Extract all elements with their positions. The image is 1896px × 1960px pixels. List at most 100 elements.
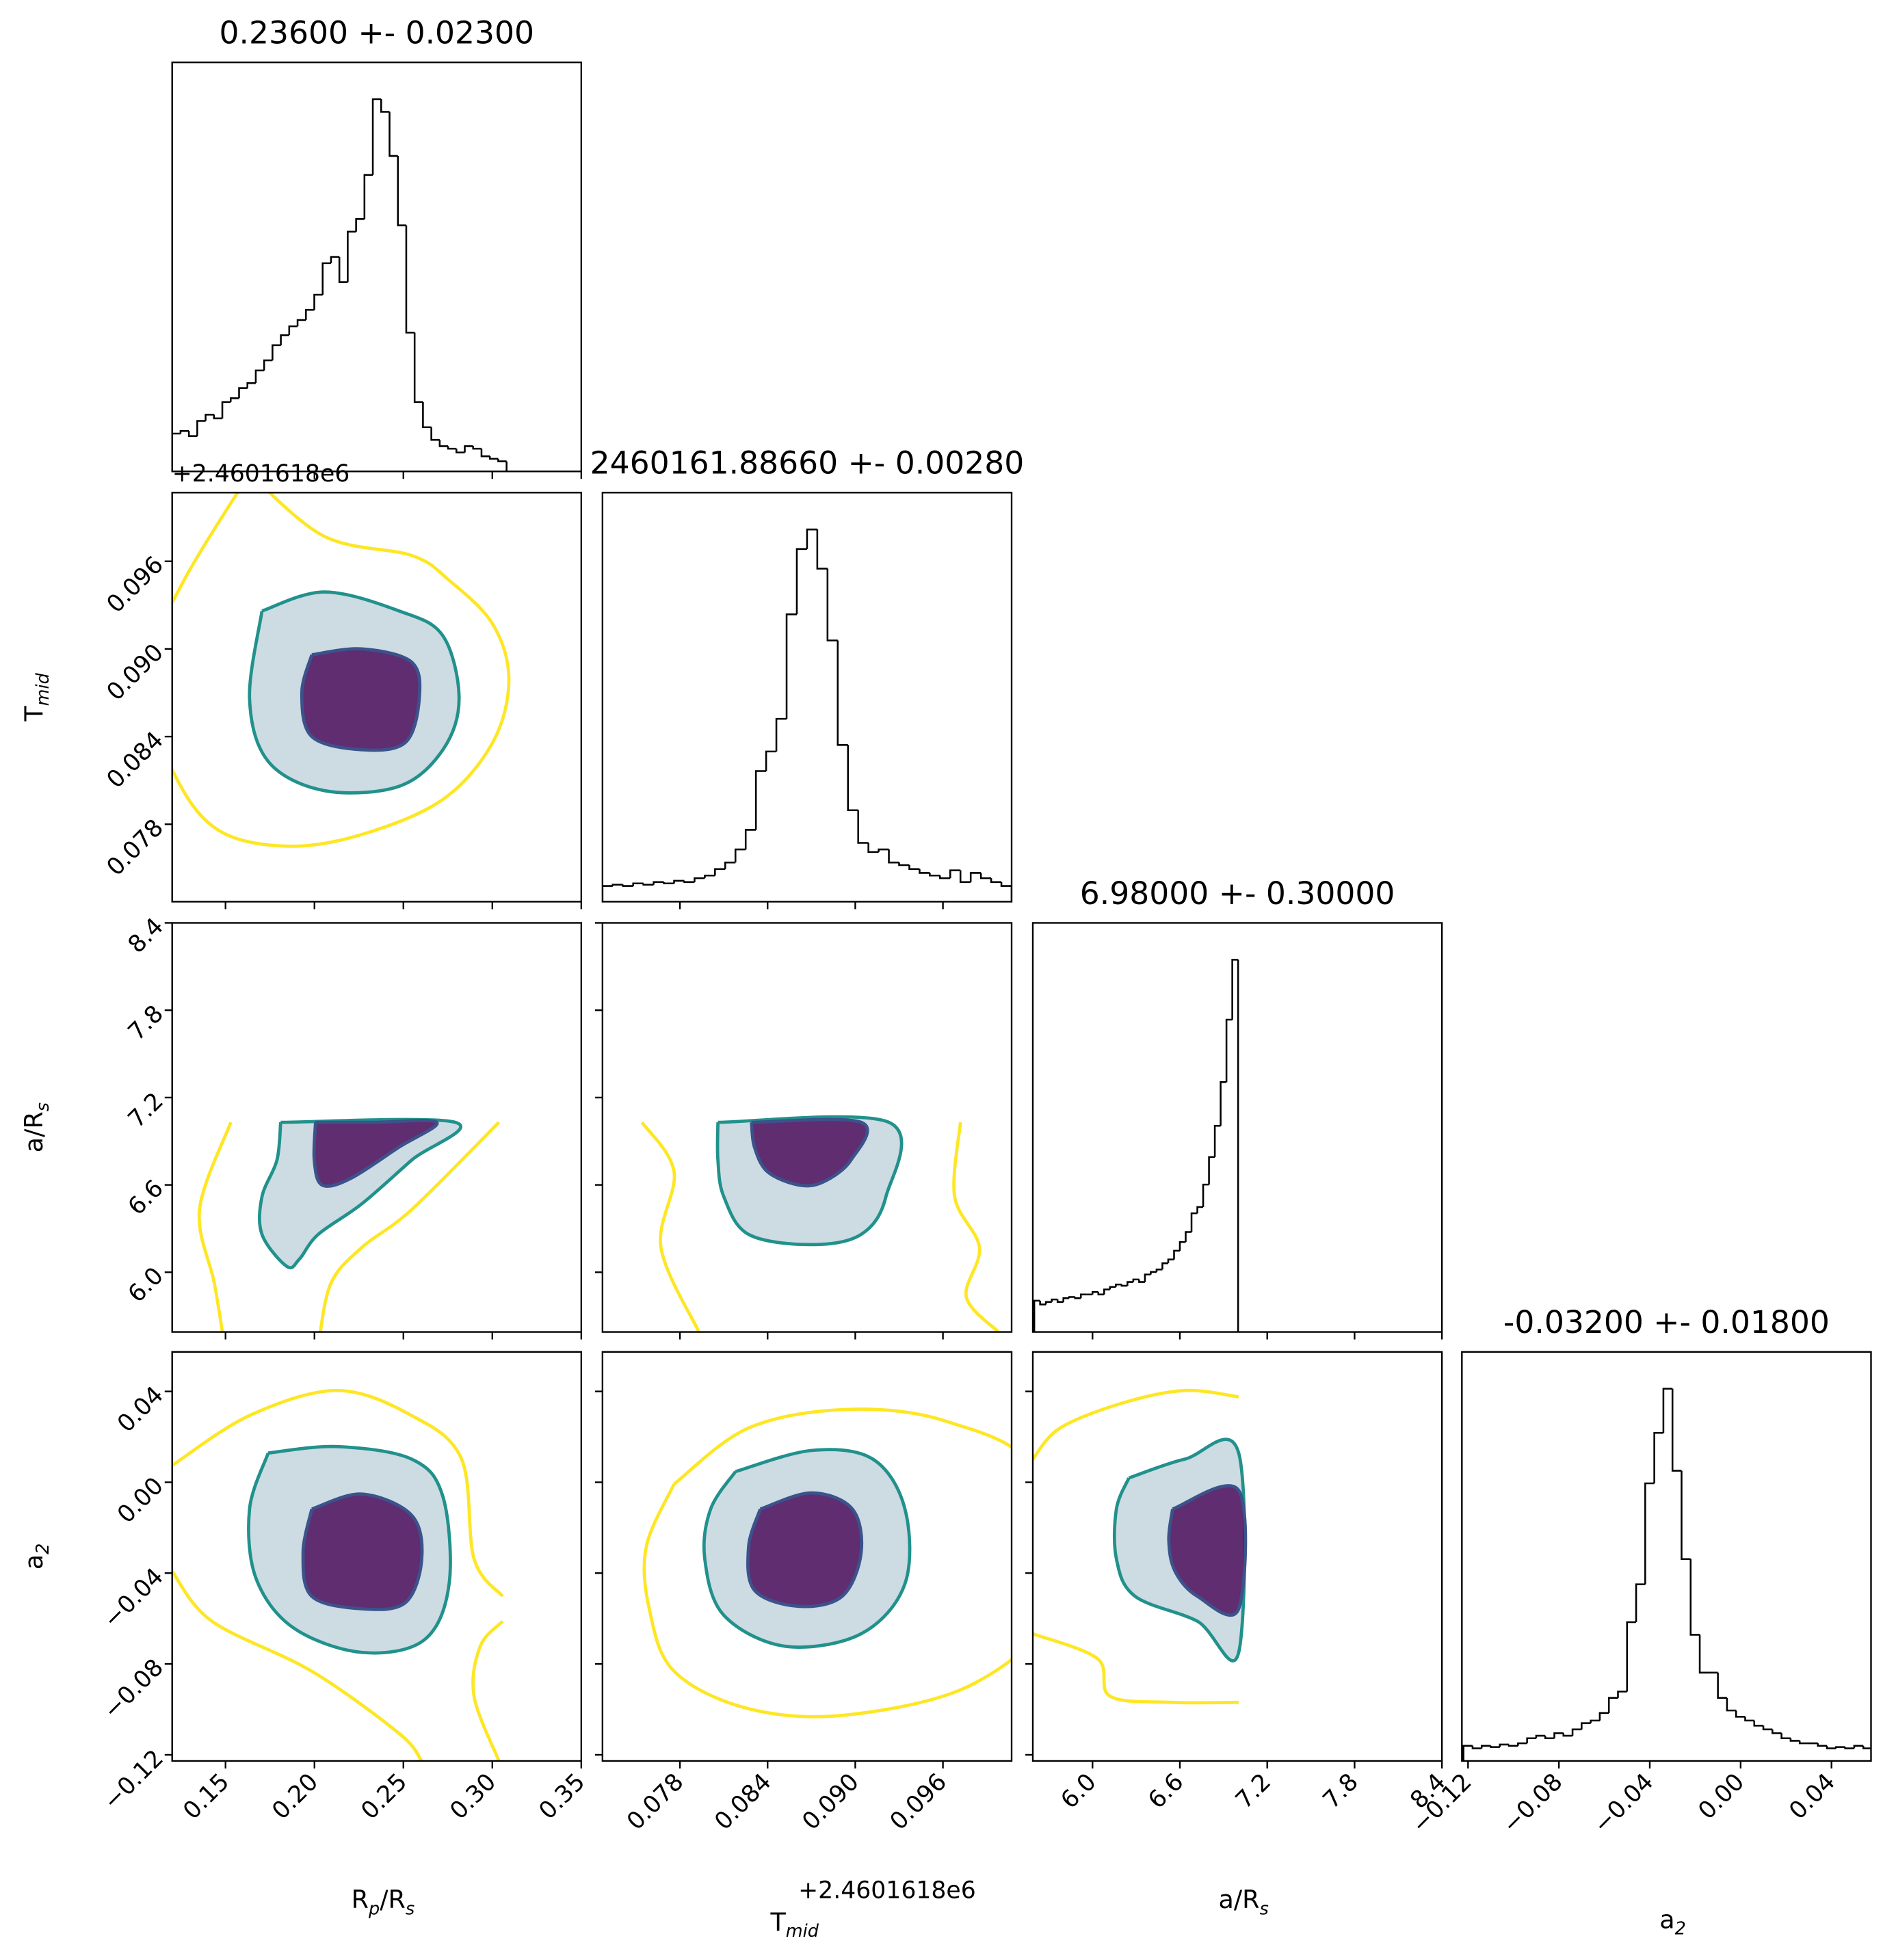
- axis-label: Tmid: [769, 1907, 819, 1942]
- axis-label: a/Rs: [1219, 1885, 1269, 1919]
- hist-bin: [1544, 1736, 1555, 1740]
- hist-bin: [754, 770, 767, 830]
- contour-line: [301, 1492, 424, 1611]
- hist-bin: [347, 230, 356, 282]
- hist-bin: [1225, 1018, 1233, 1083]
- contour-fill: [1168, 1485, 1246, 1615]
- contour-panel: [172, 492, 511, 848]
- hist-bin: [430, 427, 440, 441]
- hist-bin: [221, 401, 231, 419]
- hist-bin: [795, 548, 807, 615]
- hist-bin: [1598, 1712, 1609, 1721]
- axis-label-part: 2: [1675, 1918, 1686, 1939]
- contour-line: [746, 1491, 864, 1608]
- hist-bin: [472, 446, 482, 450]
- hist-bin: [254, 369, 265, 384]
- hist-bin: [1562, 1733, 1573, 1737]
- hist-bin: [1213, 1124, 1221, 1157]
- hist-bin: [1844, 1747, 1854, 1749]
- hist-bin: [272, 344, 281, 360]
- hist-bin: [413, 332, 423, 403]
- histogram: [1033, 959, 1239, 1332]
- x-tick-label: −0.04: [1588, 1769, 1659, 1839]
- contour-line: [300, 647, 422, 752]
- hist-bin: [1753, 1720, 1764, 1727]
- hist-bin: [1798, 1740, 1809, 1745]
- hist-bin: [939, 875, 951, 879]
- x-tick-label: 0.30: [445, 1769, 501, 1825]
- axis-label-part: s: [1260, 1898, 1269, 1919]
- panel-frame: [1461, 1351, 1872, 1762]
- hist-bin: [1068, 1296, 1075, 1299]
- hist-bin: [642, 883, 654, 886]
- y-tick-label: 6.0: [123, 1262, 169, 1308]
- hist-bin: [683, 880, 695, 884]
- axis-label-part: a: [1659, 1905, 1674, 1934]
- y-tick-label: 0.04: [112, 1381, 169, 1438]
- hist-bin: [464, 445, 473, 453]
- hist-bin: [389, 111, 398, 157]
- x-tick-label: 0.084: [709, 1769, 776, 1836]
- hist-bin: [1115, 1283, 1122, 1287]
- contour-fill: [303, 1494, 423, 1610]
- hist-bin: [1853, 1745, 1864, 1749]
- panel-frame: [171, 1351, 583, 1762]
- contour-fill: [751, 1120, 868, 1186]
- hist-bin: [724, 861, 736, 869]
- x-tick-label: 0.078: [622, 1769, 689, 1836]
- hist-bin: [238, 387, 248, 399]
- x-tick-label: 0.20: [267, 1769, 324, 1825]
- hist-bin: [949, 869, 961, 879]
- y-tick-label: 0.096: [102, 551, 169, 618]
- y-tick-label: 6.6: [123, 1175, 169, 1221]
- hist-bin: [622, 884, 633, 887]
- axis-label: Tmid: [19, 672, 53, 721]
- hist-bin: [338, 256, 348, 283]
- hist-bin: [313, 293, 323, 310]
- hist-bin: [673, 879, 685, 884]
- contour-fill: [314, 1120, 438, 1187]
- panel-frame: [171, 492, 583, 903]
- hist-bin: [1535, 1734, 1546, 1738]
- hist-bin: [1835, 1746, 1845, 1749]
- hist-bin: [1735, 1710, 1746, 1718]
- x-tick-label: 7.8: [1318, 1769, 1364, 1814]
- contour-line: [715, 1115, 904, 1247]
- axis-label-part: T: [19, 706, 49, 722]
- x-tick-label: 0.35: [534, 1769, 590, 1825]
- hist-bin: [1480, 1745, 1491, 1749]
- hist-bin: [1626, 1621, 1637, 1692]
- panel-title: 2460161.88660 +- 0.00280: [590, 445, 1025, 481]
- y-tick-label: −0.08: [98, 1654, 169, 1724]
- hist-bin: [744, 829, 756, 850]
- hist-bin: [1150, 1271, 1157, 1275]
- hist-bin: [1062, 1297, 1070, 1302]
- contour-line: [258, 1117, 463, 1270]
- hist-bin: [371, 98, 382, 175]
- x-tick-label: −0.08: [1497, 1769, 1568, 1839]
- hist-bin: [187, 431, 198, 437]
- hist-bin: [1179, 1241, 1186, 1251]
- y-tick-label: 0.084: [102, 726, 169, 793]
- hist-bin: [1039, 1300, 1046, 1306]
- offset-label: +2.4601618e6: [172, 460, 350, 488]
- hist-bin: [611, 884, 623, 886]
- axis-label-part: p: [368, 1898, 380, 1919]
- hist-bin: [1499, 1743, 1510, 1747]
- hist-bin: [765, 750, 777, 771]
- panel-frame: [601, 492, 1013, 903]
- hist-bin: [867, 843, 879, 853]
- contour-panel: [642, 1407, 1012, 1719]
- hist-bin: [898, 862, 910, 866]
- contour-line: [702, 1448, 912, 1649]
- hist-bin: [1167, 1258, 1174, 1264]
- hist-bin: [1744, 1717, 1754, 1722]
- hist-bin: [1097, 1292, 1105, 1296]
- axis-label-part: s: [406, 1898, 414, 1919]
- hist-bin: [321, 262, 331, 295]
- contour-line: [1167, 1484, 1248, 1617]
- hist-bin: [229, 397, 239, 402]
- hist-bin: [1526, 1737, 1536, 1744]
- x-tick-label: 6.6: [1143, 1769, 1189, 1814]
- hist-bin: [213, 414, 223, 420]
